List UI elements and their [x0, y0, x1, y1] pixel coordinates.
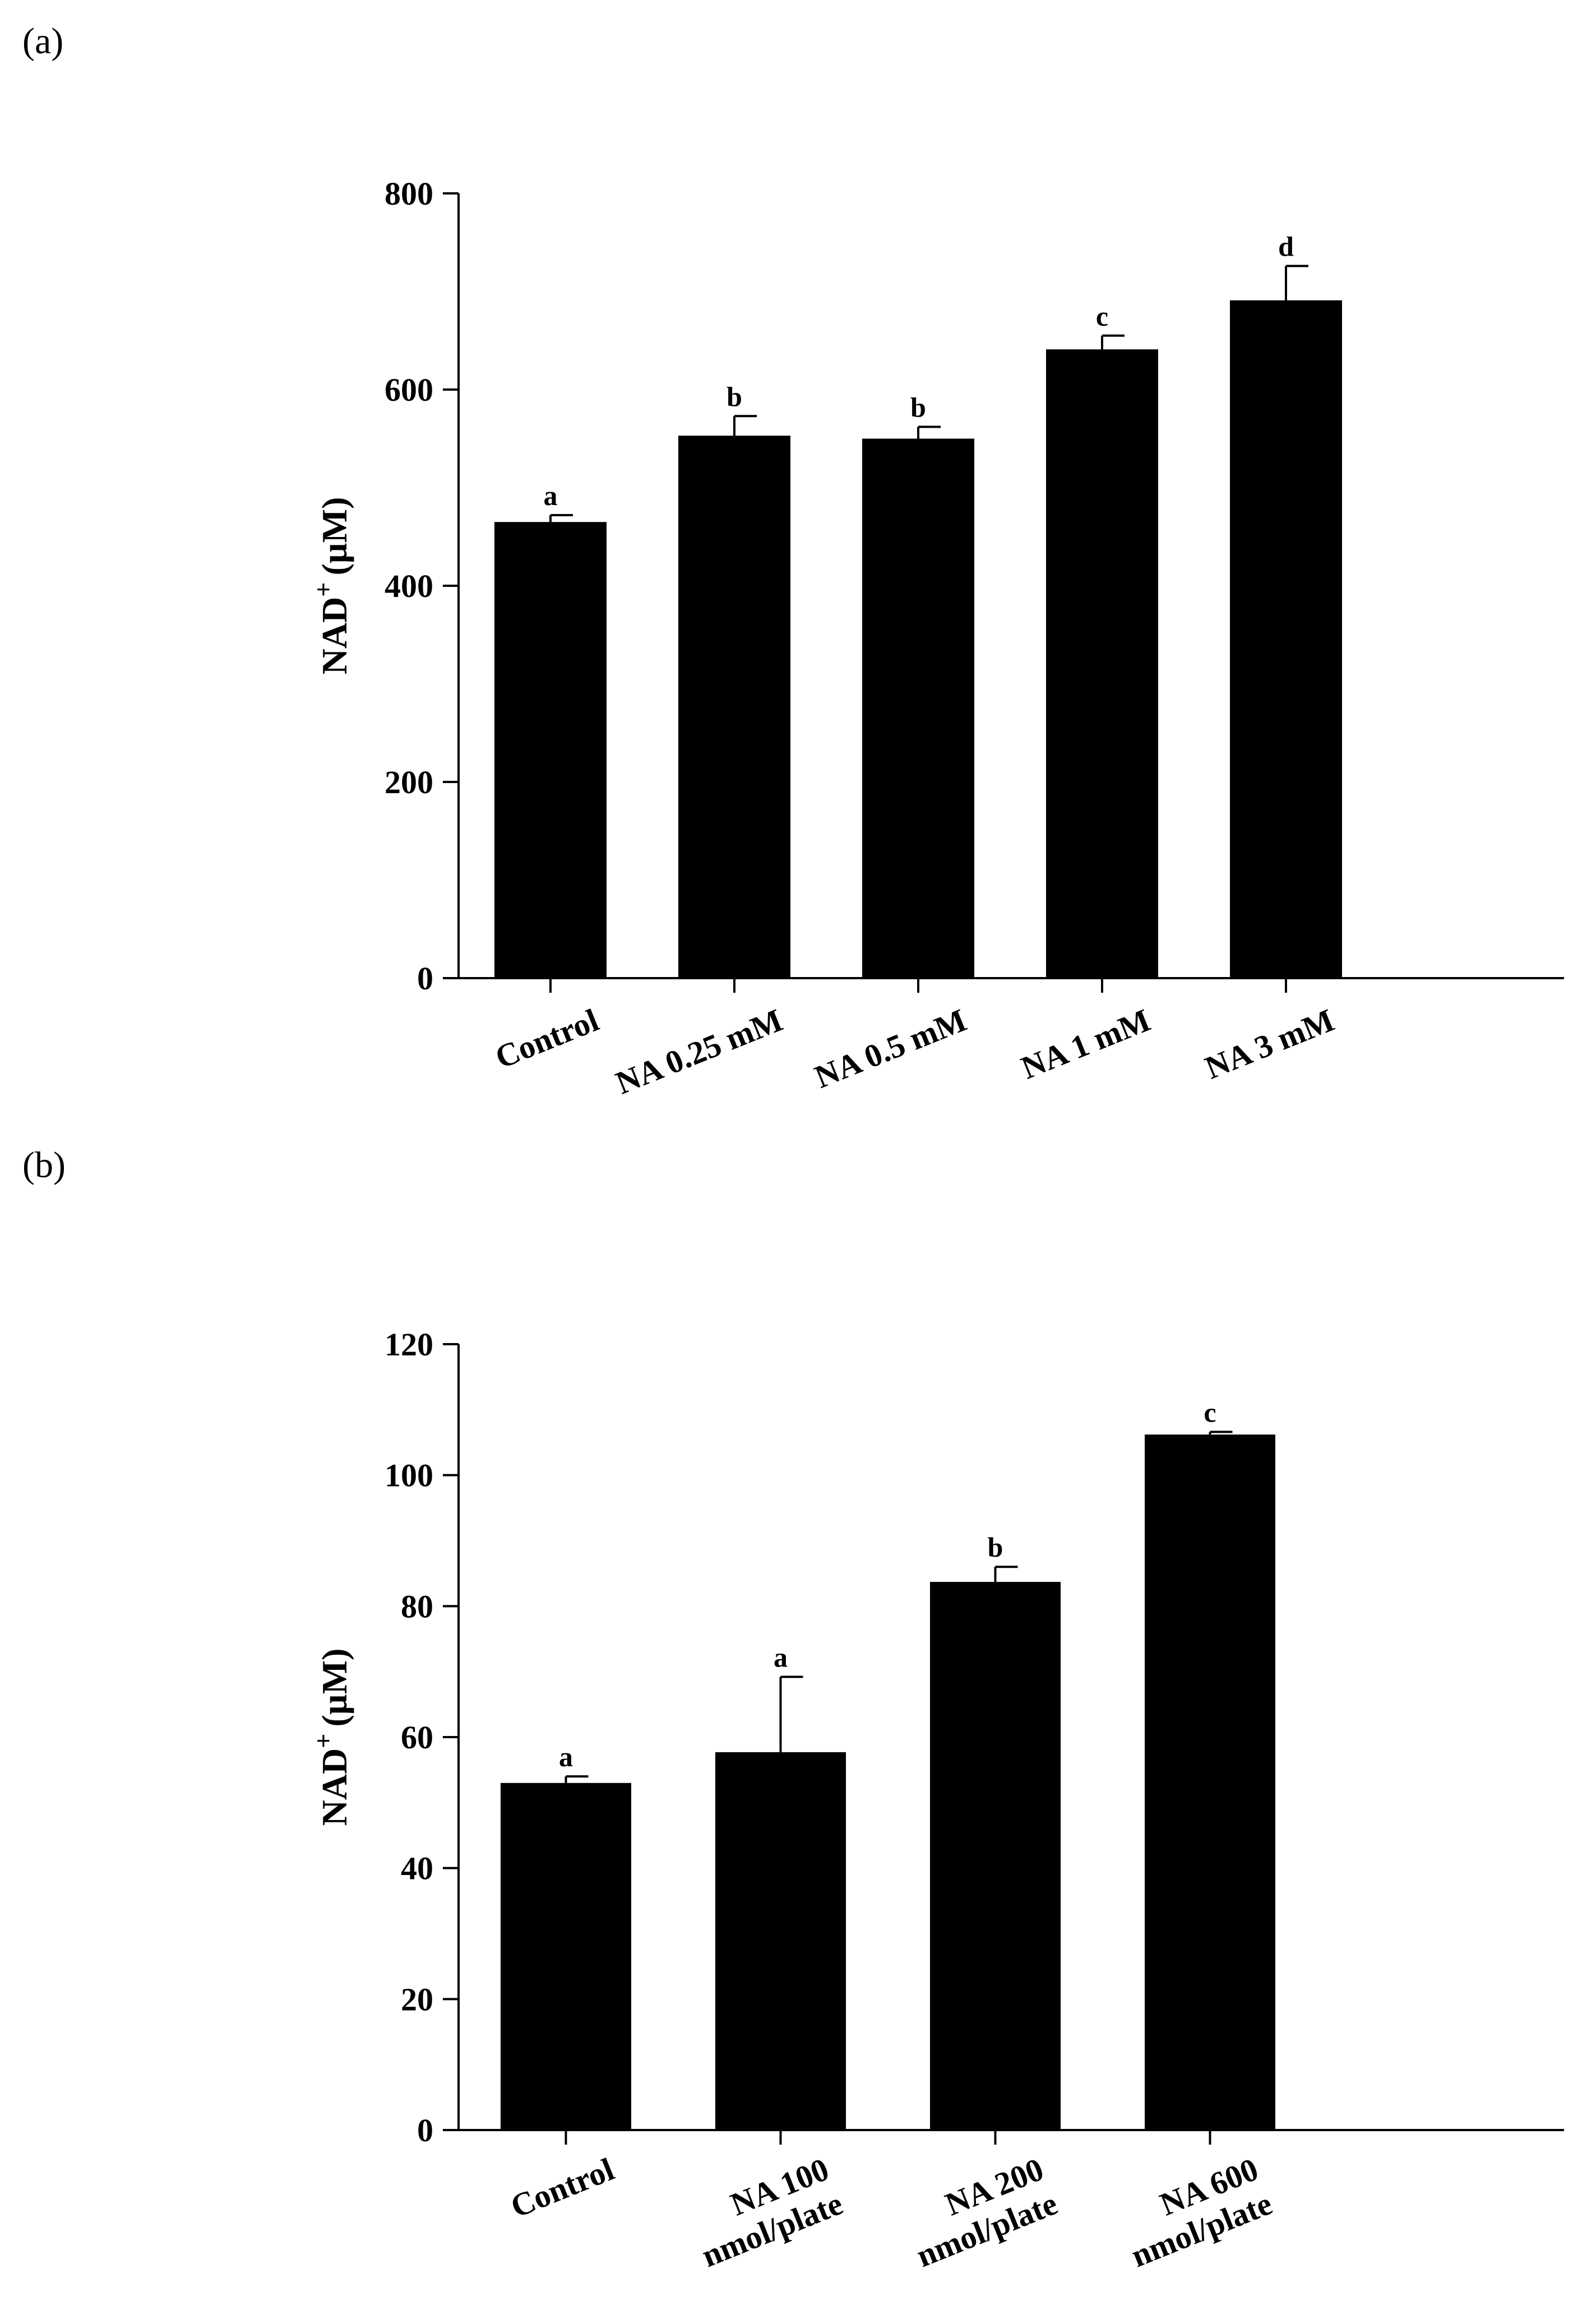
y-tick-label: 600: [385, 372, 433, 408]
significance-label: c: [1204, 1397, 1216, 1428]
bar: [501, 1783, 631, 2130]
x-category-label-line: Control: [506, 2151, 619, 2225]
bar: [862, 438, 974, 978]
y-tick-label: 200: [385, 764, 433, 800]
bar: [678, 436, 790, 978]
y-tick-label: 20: [401, 1981, 433, 2017]
y-axis-title-superscript: +: [309, 1734, 337, 1748]
y-axis-title-superscript: +: [309, 582, 337, 597]
y-tick-label: 80: [401, 1588, 433, 1624]
x-category-label: Control: [506, 2151, 619, 2225]
panel-label: (a): [22, 21, 63, 62]
y-axis-title-main: NAD: [314, 1748, 354, 1826]
bar: [494, 522, 607, 978]
significance-label: d: [1278, 231, 1294, 262]
significance-label: b: [727, 381, 742, 412]
bar: [1145, 1434, 1275, 2130]
y-tick-label: 400: [385, 568, 433, 604]
x-category-label: NA 3 mM: [1200, 1002, 1339, 1086]
x-category-label: NA 200nmol/plate: [897, 2151, 1062, 2274]
significance-label: c: [1096, 300, 1108, 332]
significance-label: b: [988, 1531, 1003, 1563]
y-axis-title: NAD+ (µM): [309, 497, 354, 675]
y-tick-label: 60: [401, 1719, 433, 1756]
y-tick-label: 800: [385, 175, 433, 212]
bar: [930, 1582, 1061, 2130]
significance-label: b: [910, 392, 926, 423]
bar: [715, 1752, 846, 2130]
chart-panel-a: (a) 0 200 400 600 800 NAD+ (µM) a Control b NA 0.25…: [22, 21, 1564, 1101]
x-category-label-line: NA 0.5 mM: [809, 1002, 971, 1095]
significance-label: a: [559, 1741, 573, 1772]
y-tick-label: 100: [385, 1457, 433, 1494]
y-axis-title-unit: (µM): [314, 1649, 354, 1727]
x-category-label-line: NA 0.25 mM: [610, 1002, 788, 1101]
x-category-label: NA 100nmol/plate: [683, 2151, 848, 2274]
y-axis-title-main: NAD: [314, 597, 354, 675]
x-category-label-line: NA 1 mM: [1016, 1002, 1155, 1086]
y-tick-label: 0: [417, 2112, 433, 2149]
panel-label: (b): [22, 1145, 66, 1186]
x-category-label: Control: [490, 1002, 604, 1076]
y-tick-label: 0: [417, 960, 433, 997]
y-axis-title-unit: (µM): [314, 497, 354, 576]
y-axis-title: NAD+ (µM): [309, 1649, 354, 1826]
significance-label: a: [774, 1642, 788, 1673]
y-tick-label: 120: [385, 1326, 433, 1363]
x-category-label: NA 1 mM: [1016, 1002, 1155, 1086]
x-category-label: NA 0.5 mM: [809, 1002, 971, 1095]
bar: [1230, 300, 1342, 978]
significance-label: a: [544, 480, 558, 511]
x-category-label-line: NA 3 mM: [1200, 1002, 1339, 1086]
chart-panel-b: (b) 0 20 40 60 80 100 120 NAD+ (µM) a Control a NA 10…: [22, 1145, 1564, 2274]
x-category-label: NA 0.25 mM: [610, 1002, 788, 1101]
x-category-label-line: Control: [490, 1002, 604, 1076]
y-tick-label: 40: [401, 1850, 433, 1887]
bar: [1046, 349, 1158, 978]
x-category-label: NA 600nmol/plate: [1112, 2151, 1277, 2274]
